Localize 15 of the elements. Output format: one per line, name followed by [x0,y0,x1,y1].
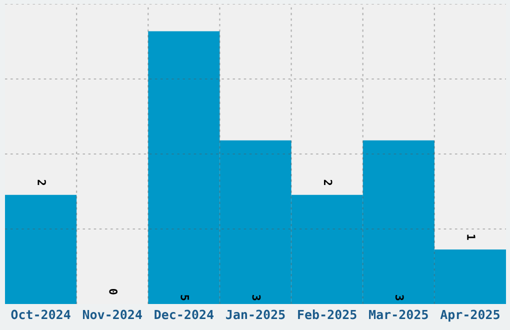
x-tick-label: Mar-2025 [369,310,428,320]
data-label: 3 [252,294,261,300]
x-tick-label: Feb-2025 [298,310,356,320]
data-label: 0 [109,288,118,294]
data-label: 2 [324,180,332,185]
data-label: 2 [38,180,46,185]
x-tick-label: Nov-2024 [82,310,142,320]
x-tick-label: Apr-2025 [440,310,500,322]
data-label: 5 [180,295,189,300]
x-tick-label: Jan-2025 [226,310,285,320]
bar [5,194,77,304]
data-label: 1 [467,234,476,240]
data-label: 3 [395,294,404,300]
x-tick-label: Oct-2024 [11,310,70,320]
x-tick-label: Dec-2024 [154,310,214,320]
